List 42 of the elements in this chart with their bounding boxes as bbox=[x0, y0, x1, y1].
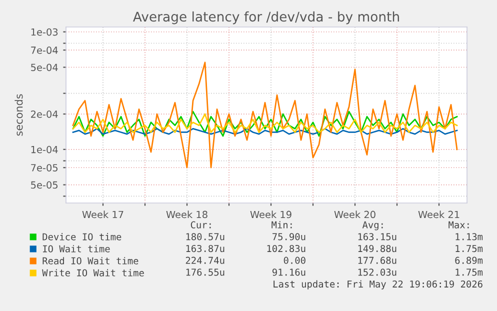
x-tick-label: Week 17 bbox=[82, 210, 124, 218]
legend-label: Device IO time bbox=[42, 233, 122, 240]
text: 152.03u bbox=[358, 268, 396, 276]
text: 224.74u bbox=[186, 256, 224, 264]
text: 1.75m bbox=[456, 268, 483, 276]
text: 176.55u bbox=[186, 268, 224, 276]
legend-label: IO Wait time bbox=[43, 245, 110, 252]
text: 75.90u bbox=[272, 233, 306, 240]
text: 177.68u bbox=[358, 256, 396, 264]
text: 180.57u bbox=[186, 233, 224, 240]
legend-label: Write IO Wait time bbox=[42, 269, 144, 276]
y-tick-label: 5e-04 bbox=[31, 64, 58, 72]
text: 1.13m bbox=[456, 233, 483, 240]
text: 6.89m bbox=[455, 256, 483, 264]
y-tick-label: 7e-05 bbox=[31, 164, 58, 172]
y-tick-label: 5e-05 bbox=[31, 181, 58, 189]
y-tick-label: 2e-04 bbox=[31, 110, 58, 118]
text: Last update: Fri May 22 19:06:19 2026 bbox=[274, 280, 482, 290]
line-series bbox=[72, 113, 458, 133]
x-tick-label: Week 18 bbox=[166, 210, 208, 218]
text: Max: bbox=[448, 221, 469, 228]
y-axis-title: seconds bbox=[14, 94, 23, 136]
text: 91.16u bbox=[272, 268, 306, 276]
legend-label: Read IO Wait time bbox=[42, 257, 138, 264]
text: 102.83u bbox=[267, 244, 306, 252]
text: 149.88u bbox=[358, 244, 396, 252]
text: Avg: bbox=[362, 221, 383, 230]
text: Min: bbox=[272, 221, 292, 228]
x-tick-label: Week 19 bbox=[250, 210, 292, 218]
line-series bbox=[72, 62, 458, 168]
text: 0.00 bbox=[284, 256, 306, 264]
text: 163.87u bbox=[186, 244, 224, 252]
text: 1.75m bbox=[456, 245, 483, 252]
x-tick-label: Week 21 bbox=[418, 210, 460, 218]
y-tick-label: 1e-03 bbox=[31, 28, 58, 36]
y-tick-label: 7e-04 bbox=[31, 46, 58, 54]
chart-title: Average latency for /dev/vda - by month bbox=[133, 11, 399, 24]
text: 163.15u bbox=[358, 233, 396, 240]
text: Cur: bbox=[190, 221, 211, 228]
x-tick-label: Week 20 bbox=[334, 210, 376, 218]
y-tick-label: 1e-04 bbox=[31, 146, 58, 154]
line-series bbox=[72, 110, 458, 137]
